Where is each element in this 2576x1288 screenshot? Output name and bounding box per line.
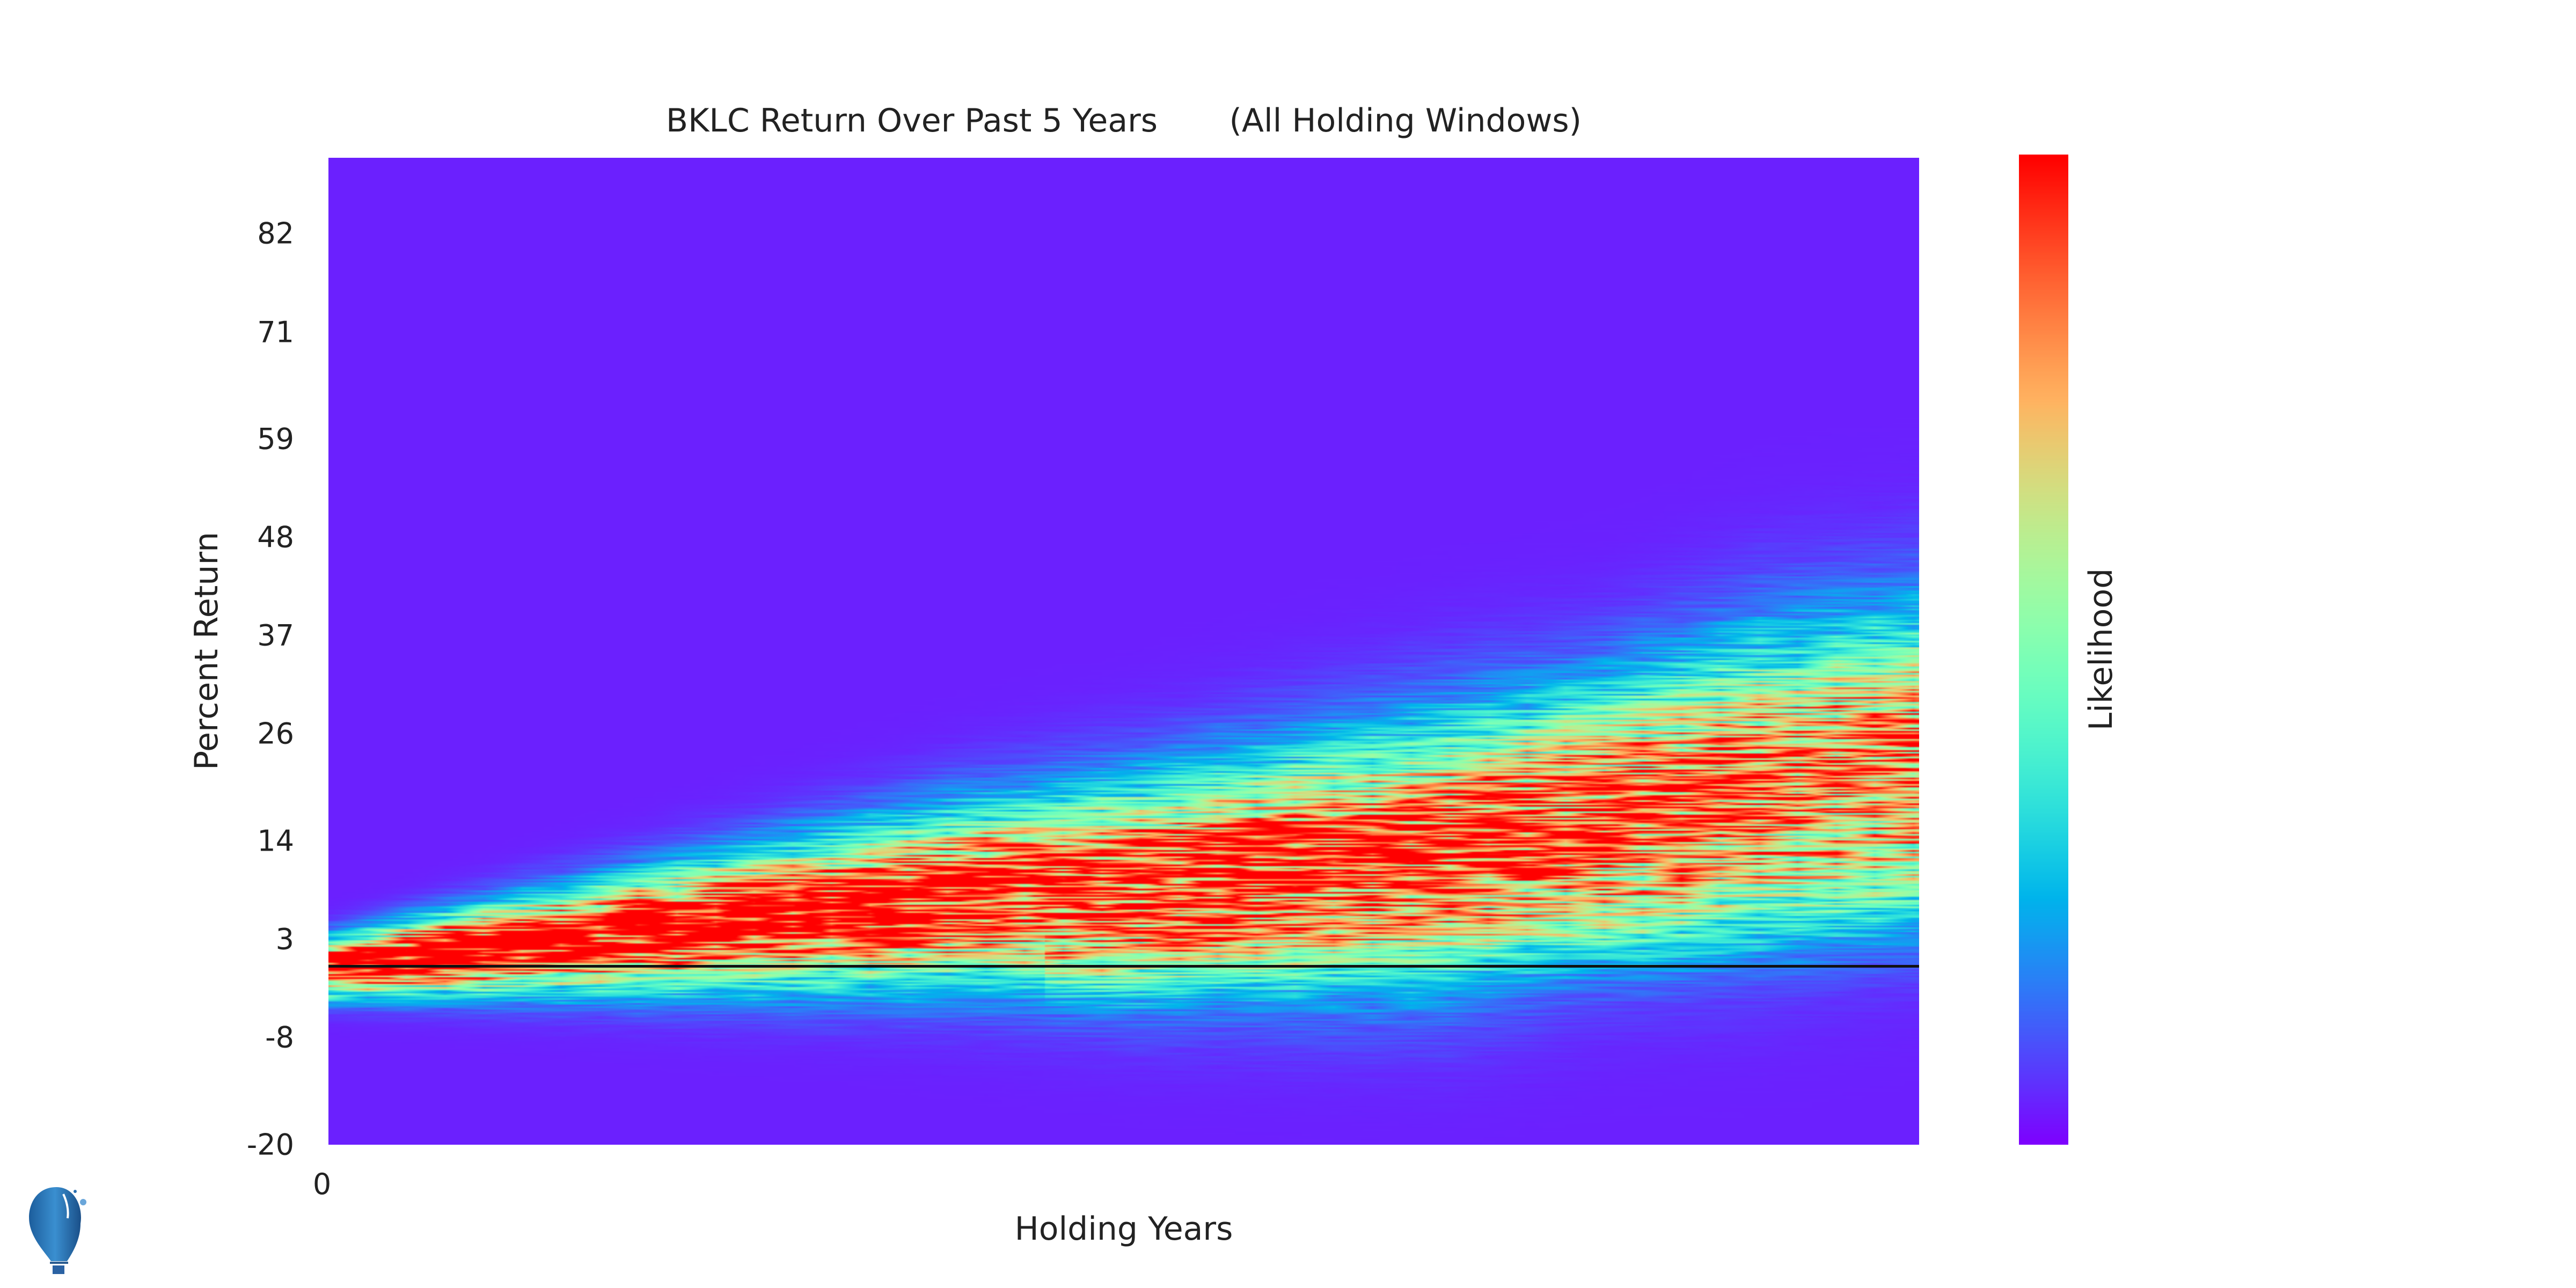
y-tick-label: 82 [257,216,294,251]
x-axis-label: Holding Years [1014,1210,1233,1248]
y-tick-label: 3 [275,922,294,956]
y-tick-label: 14 [257,824,294,858]
y-axis-label: Percent Return [188,532,225,770]
y-tick-label: 48 [257,520,294,554]
x-tick-label: 0 [312,1167,332,1201]
balloon-logo-icon [29,1187,86,1274]
y-tick-label: -20 [246,1128,294,1162]
y-tick-label: 26 [257,716,294,751]
heatmap-plot-area [328,158,1919,1145]
y-tick-label: 71 [257,315,294,349]
chart-title: BKLC Return Over Past 5 Years (All Holdi… [665,102,1582,140]
colorbar-label: Likelihood [2082,568,2120,731]
zero-reference-line [328,965,1919,968]
y-tick-label: 37 [257,618,294,653]
colorbar [2019,155,2068,1145]
heatmap-cells [328,158,1919,1145]
y-tick-label: -8 [265,1020,294,1055]
y-tick-label: 59 [257,422,294,456]
